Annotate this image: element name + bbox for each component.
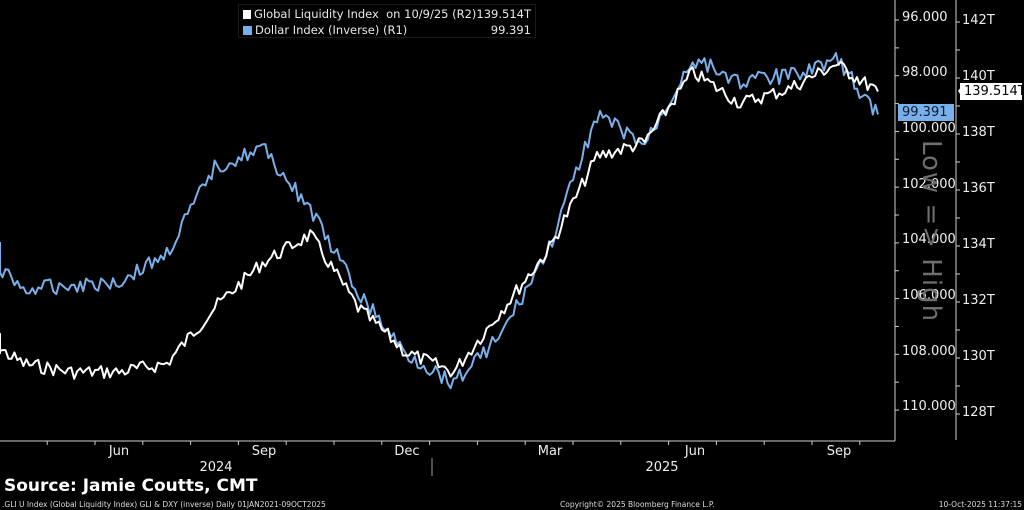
x-year-label: 2024	[199, 460, 233, 475]
r2-tick-label: 138T	[962, 125, 995, 140]
r1-tick-label: 104.000	[902, 232, 956, 247]
legend-value-dxy: 99.391	[490, 23, 531, 37]
x-year-label: 2025	[645, 460, 679, 475]
gli-swatch-icon	[243, 9, 251, 19]
legend-label-dxy: Dollar Index (Inverse) (R1)	[255, 23, 408, 37]
r2-tick-label: 130T	[962, 349, 995, 364]
r1-tick-label: 98.000	[902, 65, 948, 80]
dxy-inverse-line	[0, 52, 879, 390]
x-tick-label: Jun	[684, 444, 706, 459]
direction-label: Low => High	[916, 140, 946, 323]
r1-tick-label: 100.000	[902, 121, 956, 136]
legend-item-dxy: Dollar Index (Inverse) (R1) 99.391	[243, 22, 531, 38]
footer-copyright: Copyright© 2025 Bloomberg Finance L.P.	[560, 500, 715, 509]
x-tick-label: Jun	[108, 444, 130, 459]
r1-tick-label: 102.000	[902, 177, 956, 192]
r2-tick-label: 140T	[962, 69, 995, 84]
r1-tick-label: 110.000	[902, 399, 956, 414]
r2-tick-label: 142T	[962, 13, 995, 28]
r1-tick-label: 108.000	[902, 344, 956, 359]
x-tick-label: Dec	[394, 444, 420, 459]
r1-tick-label: 106.000	[902, 288, 956, 303]
chart-legend: Global Liquidity Index on 10/9/25 (R2) 1…	[238, 4, 536, 38]
footer-description: .GLI U Index (Global Liquidity Index) GL…	[2, 500, 326, 509]
r2-axis-ticks	[956, 21, 960, 415]
r2-tick-label: 128T	[962, 405, 995, 420]
r1-tick-label: 96.000	[902, 10, 948, 25]
r1-axis-ticks	[895, 19, 899, 411]
x-tick-label: Sep	[251, 444, 277, 459]
source-credit: Source: Jamie Coutts, CMT	[4, 476, 258, 496]
x-tick-label: Mar	[537, 444, 563, 459]
r2-tick-label: 134T	[962, 237, 995, 252]
x-axis-ticks	[46, 441, 861, 445]
legend-label-gli: Global Liquidity Index on 10/9/25 (R2)	[253, 7, 477, 21]
legend-item-gli: Global Liquidity Index on 10/9/25 (R2) 1…	[243, 6, 531, 22]
gli-last-value-tag: 139.514T	[960, 83, 1024, 100]
legend-value-gli: 139.514T	[476, 7, 531, 21]
x-tick-label: Sep	[826, 444, 852, 459]
r2-tick-label: 136T	[962, 181, 995, 196]
gli-line	[0, 60, 879, 380]
footer-timestamp: 10-Oct-2025 11:37:15	[938, 500, 1022, 509]
dxy-swatch-icon	[243, 25, 252, 35]
r2-tick-label: 132T	[962, 293, 995, 308]
dxy-last-value-tag: 99.391	[898, 104, 954, 121]
